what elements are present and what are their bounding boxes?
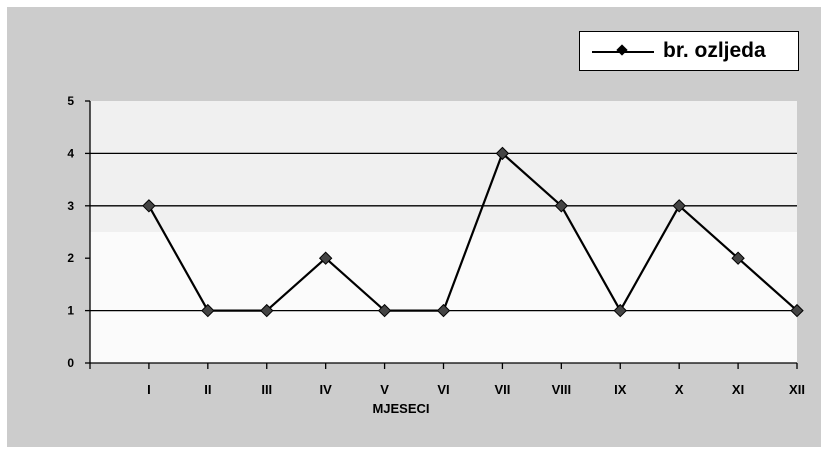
x-tick-label-V: V xyxy=(380,382,389,397)
y-tick-label-1: 1 xyxy=(67,304,74,318)
x-tick-label-XII: XII xyxy=(789,382,805,397)
x-tick-label-XI: XI xyxy=(732,382,744,397)
x-tick-label-III: III xyxy=(261,382,272,397)
y-tick-label-0: 0 xyxy=(67,356,74,370)
y-tick-label-3: 3 xyxy=(67,199,74,213)
series-line-0 xyxy=(147,152,798,312)
data-point-VI xyxy=(436,303,451,318)
y-tick-label-2: 2 xyxy=(67,251,74,265)
x-tick-label-II: II xyxy=(204,382,211,397)
x-tick-label-IX: IX xyxy=(614,382,627,397)
data-point-VII xyxy=(495,146,510,161)
data-point-X xyxy=(672,199,686,213)
data-point-II xyxy=(201,303,215,318)
x-tick-label-X: X xyxy=(675,382,684,397)
data-point-XI xyxy=(731,251,745,265)
data-point-IV xyxy=(318,251,333,265)
data-point-III xyxy=(260,303,274,318)
x-tick-label-I: I xyxy=(147,382,151,397)
data-point-IX xyxy=(613,303,627,318)
x-axis-title: MJESECI xyxy=(372,401,430,416)
x-tick-label-VIII: VIII xyxy=(552,382,572,397)
data-point-VIII xyxy=(554,199,569,213)
chart-legend: br. ozljeda xyxy=(579,31,799,71)
data-point-XII xyxy=(790,303,804,318)
y-tick-label-5: 5 xyxy=(67,94,74,108)
data-point-V xyxy=(377,303,392,318)
data-point-I xyxy=(142,199,156,213)
plot-area-upper-band xyxy=(90,101,797,232)
plot-area-lower-band xyxy=(90,232,797,363)
x-tick-label-IV: IV xyxy=(320,382,333,397)
legend-series-label: br. ozljeda xyxy=(663,39,766,62)
x-tick-label-VII: VII xyxy=(494,382,510,397)
y-tick-label-4: 4 xyxy=(67,146,74,160)
x-tick-label-VI: VI xyxy=(437,382,449,397)
legend-diamond-marker-icon xyxy=(616,44,628,56)
